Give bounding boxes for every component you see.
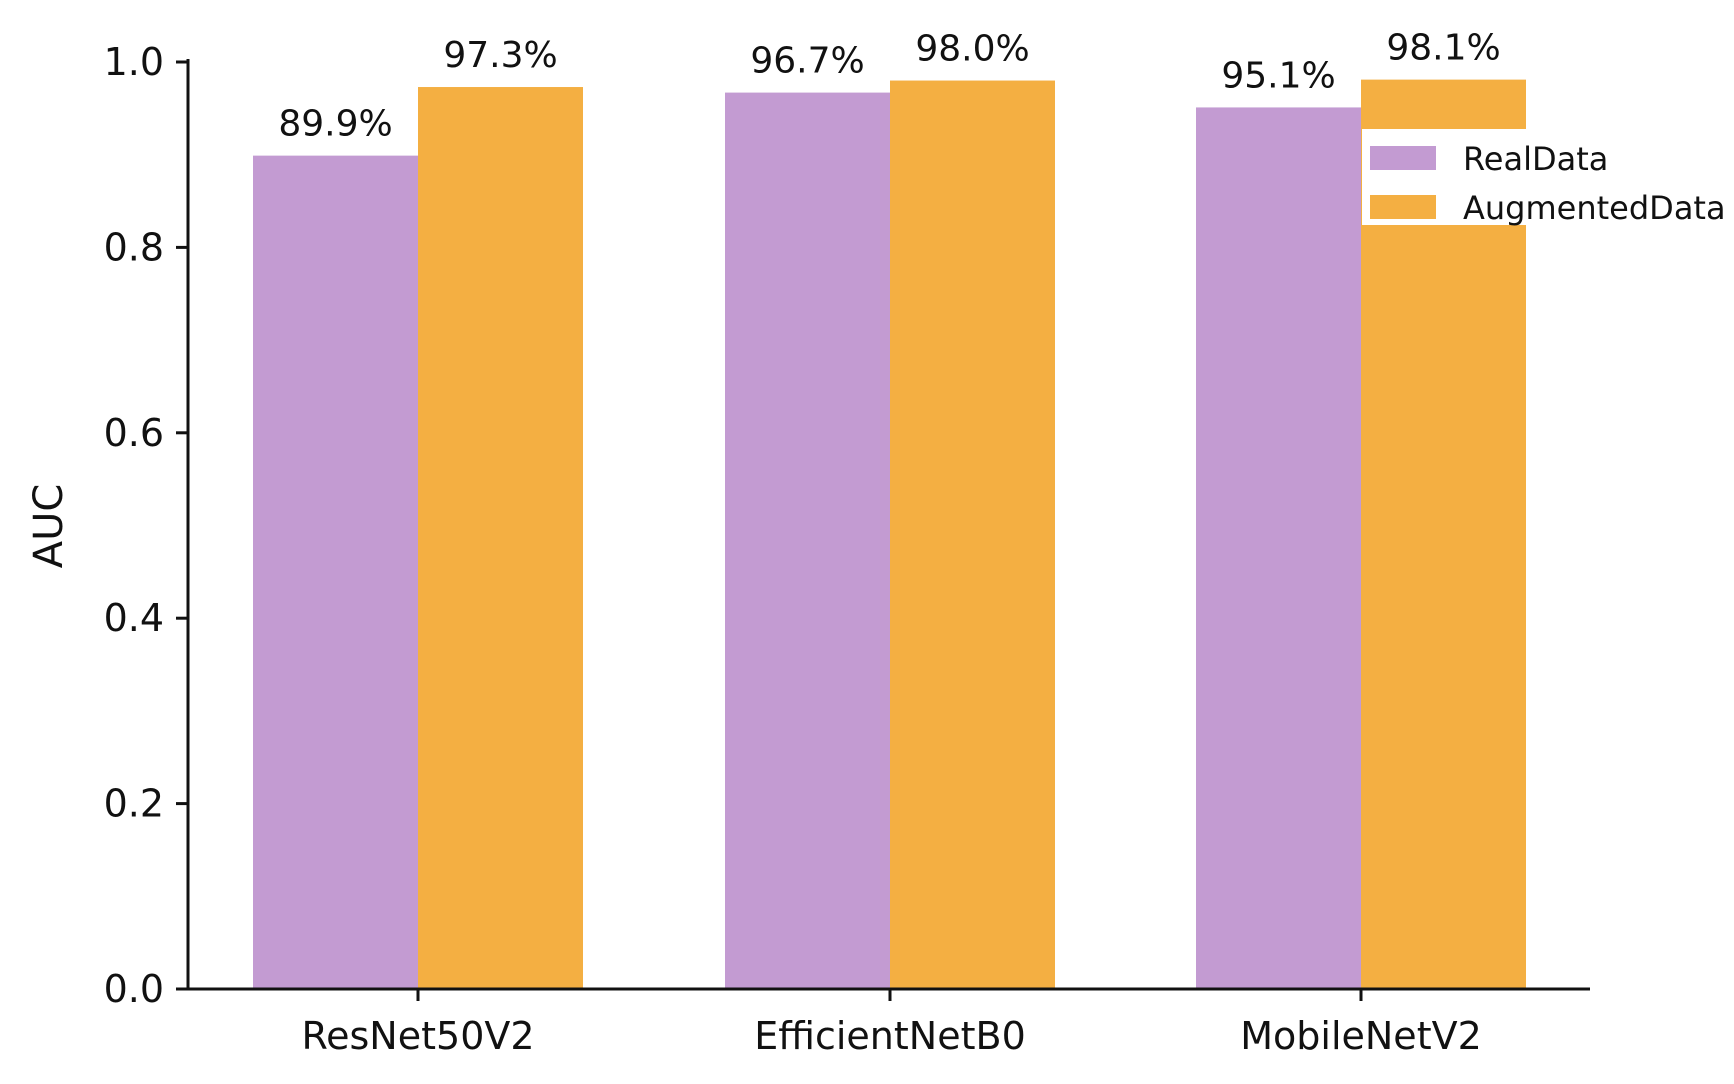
legend-swatch-augmenteddata (1370, 195, 1436, 219)
data-label-augmenteddata-efficientnetb0: 98.0% (915, 29, 1029, 70)
y-tick-label: 0.2 (104, 782, 164, 826)
bar-augmenteddata-mobilenetv2 (1361, 79, 1526, 990)
x-ticks-layer: ResNet50V2 EfficientNetB0 MobileNetV2 (301, 989, 1482, 1058)
y-axis-label: AUC (26, 484, 72, 569)
y-tick-label: 0.6 (104, 411, 164, 455)
y-tick-label: 0.0 (104, 967, 164, 1011)
data-label-realdata-efficientnetb0: 96.7% (750, 41, 864, 82)
bar-augmenteddata-resnet50v2 (418, 87, 583, 990)
data-label-augmenteddata-resnet50v2: 97.3% (443, 35, 557, 76)
bar-realdata-mobilenetv2 (1196, 107, 1361, 990)
data-label-realdata-resnet50v2: 89.9% (278, 104, 392, 145)
y-tick-label: 0.8 (104, 225, 164, 269)
x-tick-label-resnet50v2: ResNet50V2 (301, 1014, 534, 1058)
y-tick-label: 0.4 (104, 596, 164, 640)
legend-label-realdata: RealData (1463, 140, 1608, 178)
bar-realdata-resnet50v2 (253, 155, 418, 989)
legend-label-augmenteddata: AugmentedData (1463, 189, 1726, 227)
x-tick-label-mobilenetv2: MobileNetV2 (1240, 1014, 1482, 1058)
data-labels-layer: 89.9% 96.7% 95.1% 97.3% 98.0% 98.1% (278, 28, 1500, 145)
legend-swatch-realdata (1370, 146, 1436, 170)
data-label-augmenteddata-mobilenetv2: 98.1% (1386, 28, 1500, 69)
legend: RealData AugmentedData (1362, 129, 1734, 227)
bar-augmenteddata-efficientnetb0 (890, 80, 1055, 990)
y-ticks-layer: 0.0 0.2 0.4 0.6 0.8 1.0 (104, 40, 188, 1011)
x-tick-label-efficientnetb0: EfficientNetB0 (754, 1014, 1026, 1058)
bar-realdata-efficientnetb0 (725, 92, 890, 989)
y-tick-label: 1.0 (104, 40, 164, 84)
bars-layer (253, 79, 1526, 990)
data-label-realdata-mobilenetv2: 95.1% (1221, 55, 1335, 96)
